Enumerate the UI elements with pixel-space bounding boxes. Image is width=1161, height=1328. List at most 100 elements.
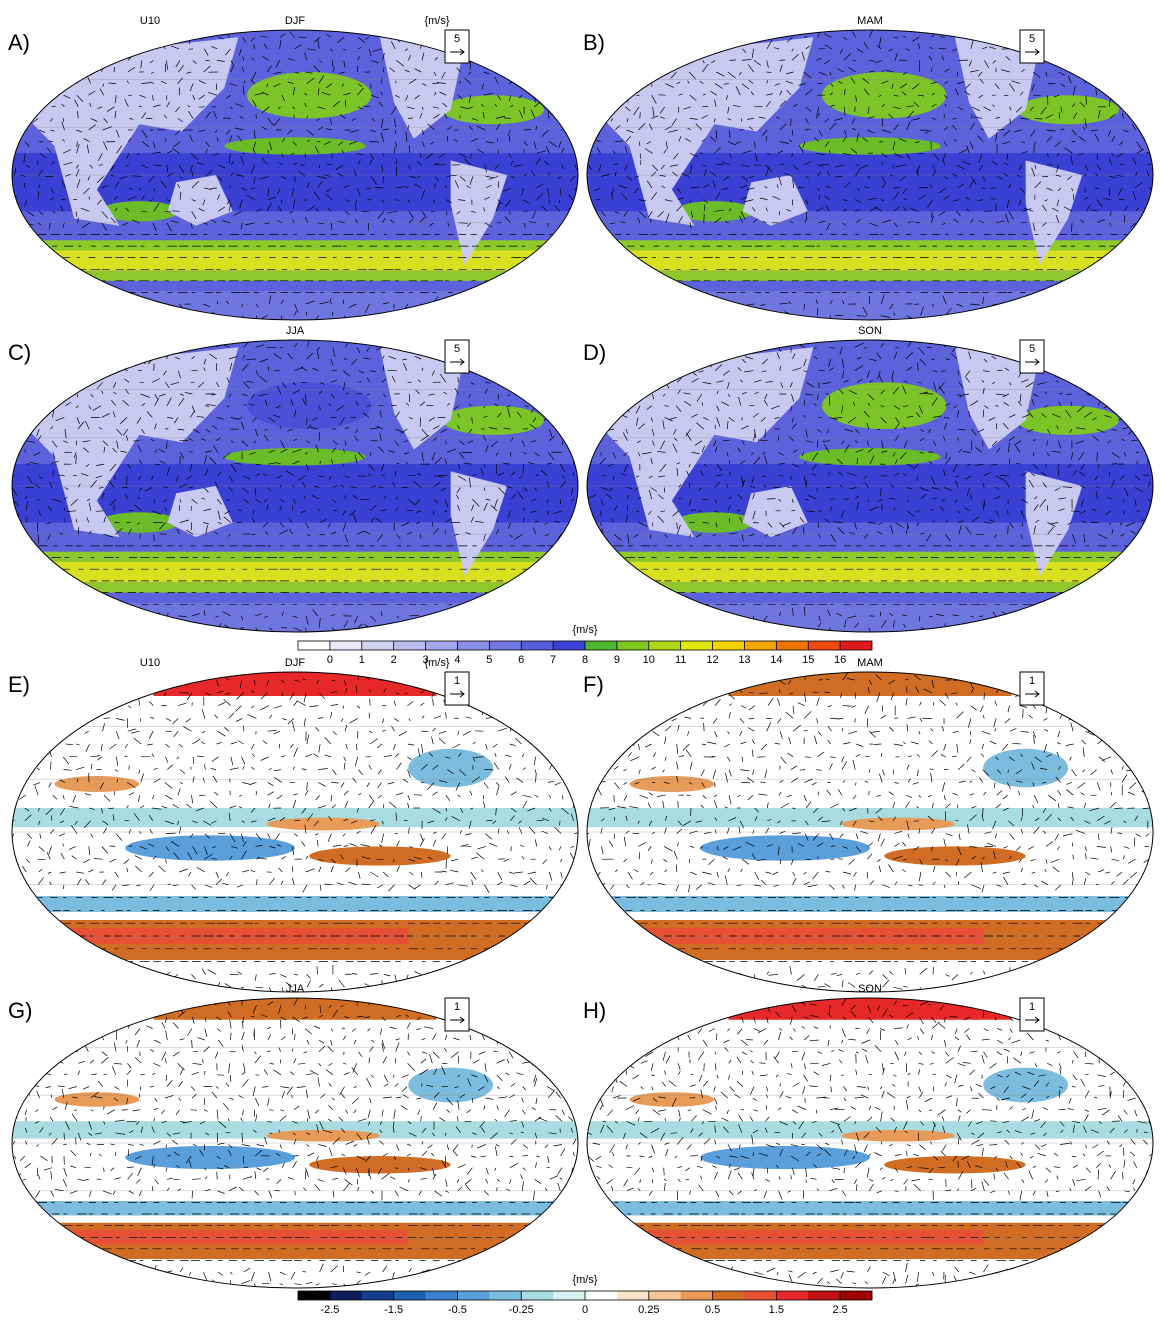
colorbar-tick-label: -2.5: [320, 1304, 339, 1316]
panel-center-title: SON: [858, 325, 882, 337]
band: [12, 896, 578, 912]
map-panel: G) JJA 1: [6, 983, 583, 1294]
panel-right-title: {m/s}: [424, 15, 449, 27]
panel-center-title: JJA: [286, 325, 305, 337]
band: [587, 250, 1153, 270]
reference-vector-label: 1: [1029, 675, 1035, 687]
anomaly: [884, 846, 1026, 865]
wind-max: [247, 72, 372, 118]
colorbar-swatch: [776, 641, 808, 650]
colorbar-tick-label: 6: [518, 654, 524, 666]
reference-vector-label: 1: [454, 1001, 460, 1013]
colorbar-tick-label: 15: [802, 654, 814, 666]
anomaly: [125, 835, 295, 861]
colorbar-swatch: [713, 1291, 745, 1300]
colorbar-tick-label: 16: [834, 654, 846, 666]
band: [587, 562, 1153, 582]
panel-label: C): [8, 340, 31, 365]
anomaly: [408, 749, 493, 787]
band: [587, 291, 1153, 327]
colorbar-swatch: [426, 1291, 458, 1300]
colorbar-tick-label: 9: [614, 654, 620, 666]
map-field: [4, 339, 583, 639]
anomaly: [983, 1068, 1068, 1103]
panel-left-title: U10: [140, 657, 160, 669]
colorbar-swatch: [744, 1291, 776, 1300]
panel-label: D): [583, 340, 606, 365]
reference-vector-label: 5: [454, 33, 460, 45]
panel-label: G): [8, 998, 32, 1023]
anomaly: [54, 1092, 139, 1107]
colorbar-swatch: [776, 1291, 808, 1300]
panel-center-title: DJF: [285, 657, 305, 669]
wind-max: [799, 137, 941, 154]
colorbar-tick-label: -0.25: [509, 1304, 534, 1316]
panel-center-title: MAM: [857, 15, 883, 27]
colorbar-swatch: [362, 641, 394, 650]
colorbar-tick-label: 1: [359, 654, 365, 666]
polar-anomaly: [729, 998, 1012, 1020]
panel-label: A): [8, 30, 30, 55]
anomaly: [842, 818, 955, 831]
map-panel: C)JJA5: [4, 325, 583, 639]
colorbar-tick-label: 2.5: [832, 1304, 847, 1316]
colorbar-tick-label: 0: [582, 1304, 588, 1316]
colorbar-swatch: [681, 1291, 713, 1300]
colorbar-tick-label: 0: [327, 654, 333, 666]
colorbar-tick-label: 14: [770, 654, 782, 666]
colorbar-swatch: [330, 641, 362, 650]
anomaly: [267, 1130, 380, 1142]
anomaly: [700, 1146, 870, 1169]
colorbar-swatch: [744, 641, 776, 650]
panel-label: F): [583, 672, 604, 697]
reference-vector-label: 1: [454, 675, 460, 687]
colorbar-swatch: [617, 1291, 649, 1300]
anomaly: [125, 1146, 295, 1169]
polar-anomaly: [154, 998, 437, 1020]
colorbar-tick-label: 8: [582, 654, 588, 666]
panel-label: E): [8, 672, 30, 697]
colorbar-tick-label: 10: [643, 654, 655, 666]
band: [587, 896, 1153, 912]
reference-vector-label: 5: [1029, 343, 1035, 355]
colorbar-swatch: [681, 641, 713, 650]
colorbar-swatch: [362, 1291, 394, 1300]
colorbar-swatch: [457, 641, 489, 650]
wind-max: [822, 382, 947, 429]
anomaly: [267, 818, 380, 831]
band: [12, 562, 578, 582]
colorbar-swatch: [553, 1291, 585, 1300]
band: [587, 1201, 1153, 1216]
wind-max: [1017, 406, 1119, 435]
colorbar-tick-label: 5: [486, 654, 492, 666]
colorbar-tick-label: 7: [550, 654, 556, 666]
colorbar-swatch: [394, 1291, 426, 1300]
colorbar-swatch: [808, 1291, 840, 1300]
panel-center-title: JJA: [286, 983, 305, 995]
colorbar-tick-label: 0.5: [705, 1304, 720, 1316]
colorbar-swatch: [713, 641, 745, 650]
colorbar-swatch: [298, 1291, 330, 1300]
panel-center-title: DJF: [285, 15, 305, 27]
colorbar-swatch: [489, 1291, 521, 1300]
colorbar-swatch: [457, 1291, 489, 1300]
wind-max: [442, 95, 544, 124]
anomaly: [54, 776, 139, 792]
wind-max: [442, 406, 544, 435]
colorbar-swatch: [521, 641, 553, 650]
panel-label: H): [583, 998, 606, 1023]
colorbar-tick-label: -1.5: [384, 1304, 403, 1316]
colorbar-swatch: [585, 1291, 617, 1300]
colorbar-swatch: [649, 1291, 681, 1300]
colorbar-tick-label: 11: [675, 654, 686, 666]
band: [12, 1201, 578, 1216]
colorbar-tick-label: 12: [706, 654, 718, 666]
band: [12, 603, 578, 640]
panel-label: B): [583, 30, 605, 55]
colorbar-tick-label: 3: [422, 654, 428, 666]
colorbar-tick-label: -0.5: [448, 1304, 467, 1316]
colorbar-swatch: [585, 641, 617, 650]
wind-max: [247, 382, 372, 429]
